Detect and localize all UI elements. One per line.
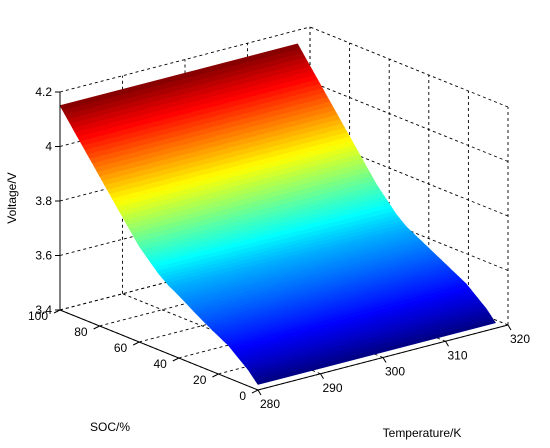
z-tick-label: 3.8 [35,194,52,208]
x-tick-mark [320,373,324,380]
grid-line-y-floor [178,292,429,359]
y-tick-label: 60 [114,341,128,355]
y-tick-mark [93,325,100,330]
surface-patch [59,43,301,111]
y-tick-label: 100 [28,309,48,323]
z-axis-label: Voltage/V [5,172,19,223]
grid-line-z-backwall [59,135,311,202]
y-tick-mark [132,341,140,346]
z-tick-label: 4.2 [35,85,52,99]
y-tick-mark [172,357,180,362]
grid-line-y-floor [59,244,311,311]
x-tick-mark [382,357,387,363]
y-tick-label: 0 [239,389,246,403]
grid-line-z-backwall [59,190,311,256]
z-tick-label: 3.4 [35,303,52,317]
z-tick-label: 4 [45,140,52,154]
y-tick-label: 80 [74,325,88,339]
grid-line-z-rightwall [309,26,509,108]
y-tick-mark [251,389,259,394]
x-tick-label: 310 [448,348,468,362]
grid-line-y-floor [99,260,350,327]
x-tick-mark [507,324,512,331]
x-tick-label: 300 [385,365,405,379]
y-axis-line [59,309,259,391]
y-tick-label: 20 [193,373,207,387]
y-axis-label: SOC/% [90,420,130,434]
surface-layer [59,43,496,385]
y-tick-mark [212,373,219,378]
x-tick-mark [445,340,449,347]
grid-line-y-floor [139,276,390,343]
x-tick-mark [257,389,262,396]
x-tick-label: 280 [260,397,280,411]
x-tick-label: 290 [323,381,343,395]
x-axis-label: Temperature/K [383,426,462,440]
x-tick-label: 320 [510,332,530,346]
grid-line-z-backwall [59,26,311,93]
label-layer: Voltage/V SOC/% Temperature/K [5,172,461,440]
z-tick-label: 3.6 [35,249,52,263]
y-tick-label: 40 [153,357,167,371]
